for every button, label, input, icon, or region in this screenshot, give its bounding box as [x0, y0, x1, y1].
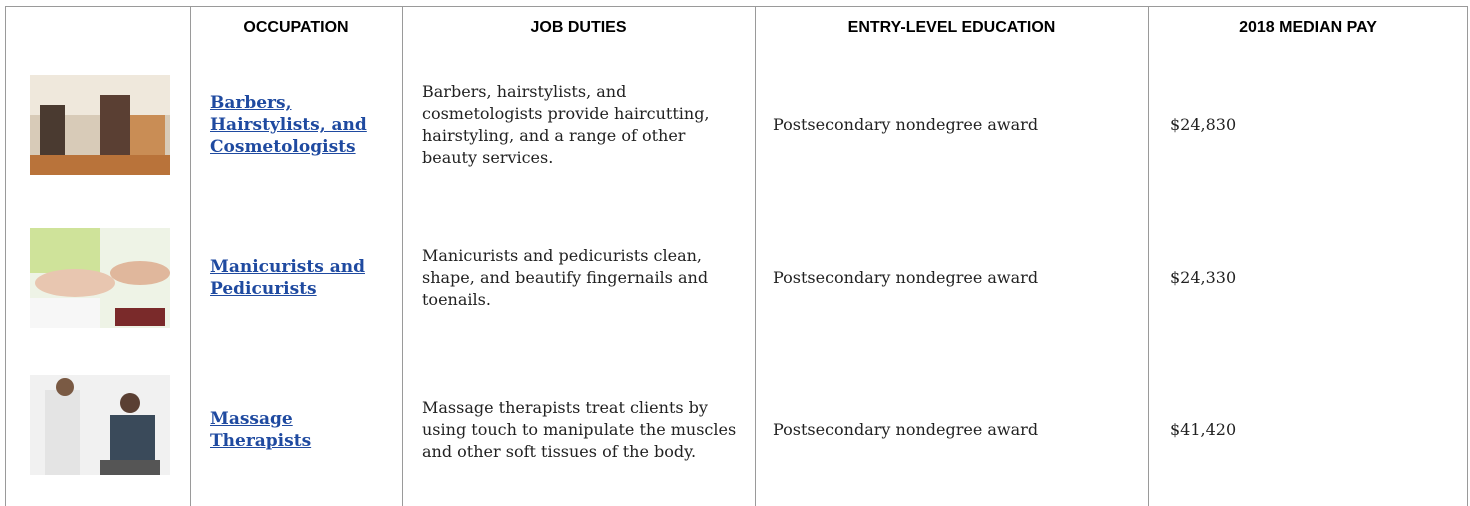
median-pay: $24,830: [1170, 115, 1237, 134]
occupation-cell: Barbers, Hairstylists, and Cosmetologist…: [210, 50, 385, 200]
median-pay: $24,330: [1170, 268, 1237, 287]
occupation-link[interactable]: Massage Therapists: [210, 409, 312, 451]
table-border: [1467, 6, 1468, 506]
occupation-link[interactable]: Barbers, Hairstylists, and Cosmetologist…: [210, 93, 367, 157]
column-header: OCCUPATION: [243, 19, 349, 36]
education: Postsecondary nondegree award: [773, 420, 1039, 439]
occupation-cell: Massage Therapists: [210, 355, 385, 505]
occupation-image: [30, 75, 170, 175]
column-border: [755, 6, 756, 506]
education: Postsecondary nondegree award: [773, 115, 1039, 134]
job-duties: Manicurists and pedicurists clean, shape…: [422, 246, 709, 309]
occupation-image: [30, 228, 170, 328]
occupation-image: [30, 375, 170, 475]
education: Postsecondary nondegree award: [773, 268, 1039, 287]
column-border: [1148, 6, 1149, 506]
table-border: [6, 6, 1468, 7]
median-pay: $41,420: [1170, 420, 1237, 439]
occupation-cell: Manicurists and Pedicurists: [210, 202, 385, 354]
column-border: [190, 6, 191, 506]
job-duties: Massage therapists treat clients by usin…: [422, 398, 737, 461]
column-header: ENTRY-LEVEL EDUCATION: [847, 19, 1056, 36]
column-header: 2018 MEDIAN PAY: [1239, 19, 1377, 36]
job-duties: Barbers, hairstylists, and cosmetologist…: [422, 82, 710, 167]
column-header: JOB DUTIES: [530, 19, 627, 36]
column-border: [402, 6, 403, 506]
table-border: [5, 6, 6, 506]
occupation-link[interactable]: Manicurists and Pedicurists: [210, 257, 365, 299]
